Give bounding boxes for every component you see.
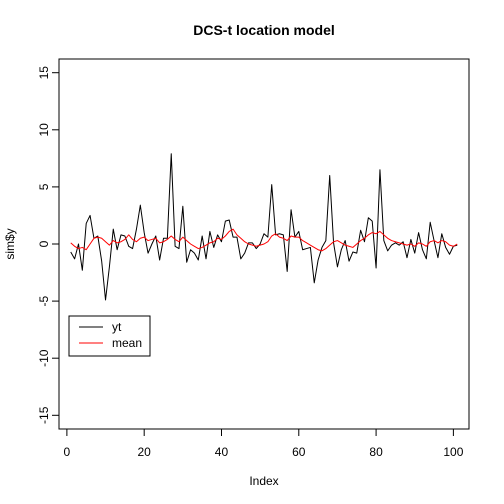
legend-label-mean: mean: [112, 336, 142, 350]
y-tick-label: 10: [37, 123, 51, 137]
legend: yt mean: [68, 315, 151, 357]
series-line-mean: [70, 228, 458, 252]
y-tick-label: 5: [37, 183, 51, 190]
x-axis-label: Index: [249, 474, 278, 488]
x-tick-label: 40: [215, 445, 229, 459]
y-axis-label: sim$y: [3, 228, 17, 259]
x-tick-label: 0: [64, 445, 71, 459]
series-layer: [70, 153, 458, 301]
legend-label-yt: yt: [112, 320, 122, 334]
y-tick-label: 0: [37, 240, 51, 247]
y-tick-label: -15: [37, 406, 51, 424]
y-tick-label: -10: [37, 349, 51, 367]
y-axis: -15 -10 -5 0 5 10 15: [37, 66, 60, 424]
x-axis: 0 20 40 60 80 100: [64, 428, 464, 459]
chart-title: DCS-t location model: [193, 22, 335, 38]
y-tick-label: -5: [37, 295, 51, 306]
series-line-yt: [70, 153, 458, 301]
x-tick-label: 60: [292, 445, 306, 459]
x-tick-label: 80: [369, 445, 383, 459]
legend-box: [68, 315, 151, 357]
x-tick-label: 20: [138, 445, 152, 459]
x-tick-label: 100: [443, 445, 463, 459]
y-tick-label: 15: [37, 66, 51, 80]
